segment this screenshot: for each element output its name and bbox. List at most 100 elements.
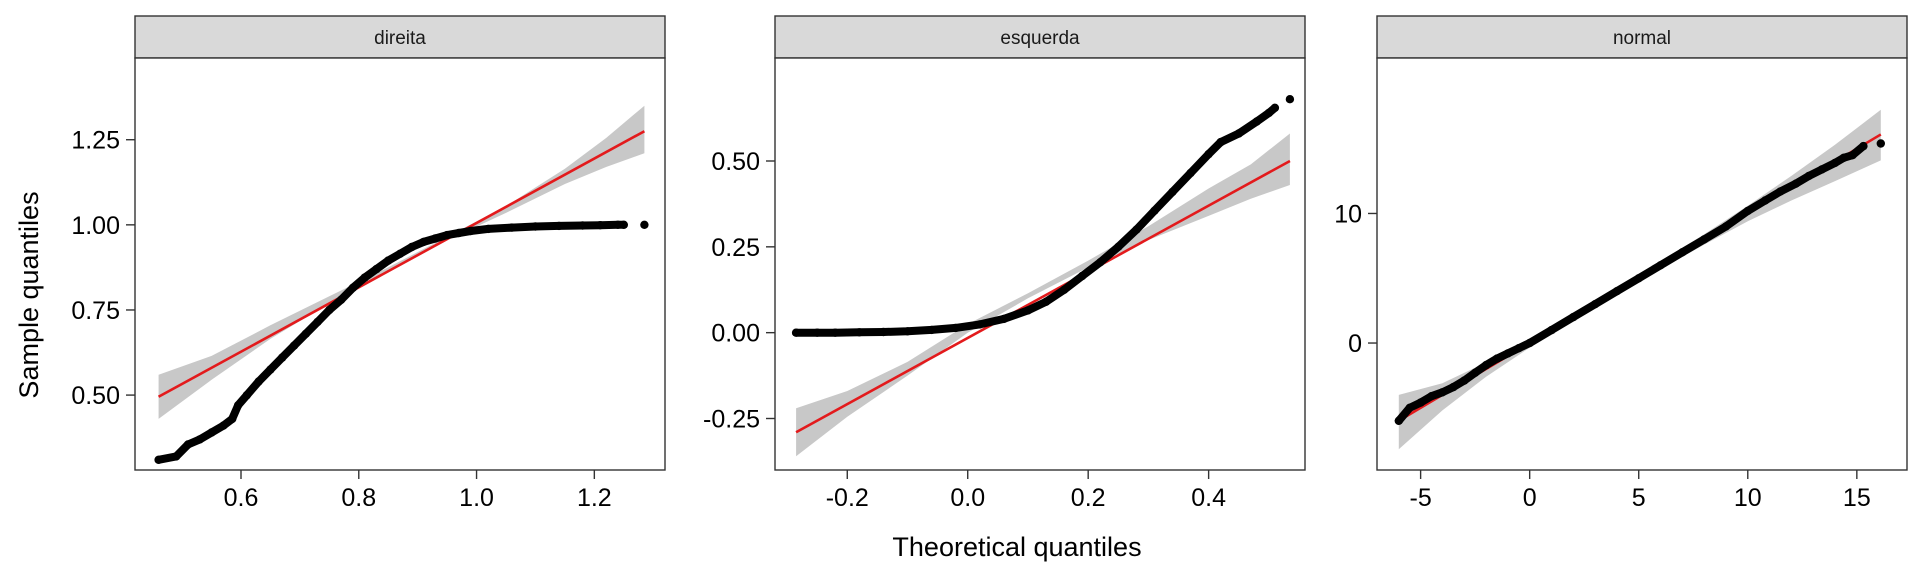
facet-panel: direita 0.6 0.8 1.0 1.2 0.50 0.75 1.00 1.25	[71, 15, 666, 512]
sample-point	[384, 256, 393, 265]
sample-point	[1041, 297, 1051, 306]
sample-point	[372, 264, 381, 274]
x-tick-label: 1.0	[459, 484, 494, 512]
sample-point	[1492, 354, 1502, 363]
sample-point	[1470, 368, 1480, 377]
sample-point	[266, 365, 275, 374]
sample-point	[1078, 271, 1087, 281]
x-tick-label: 0	[1523, 484, 1537, 512]
y-axis-title: Sample quantiles	[14, 191, 44, 398]
sample-point	[1394, 416, 1404, 425]
sample-point	[1721, 222, 1731, 231]
sample-point	[313, 317, 322, 327]
y-tick-label: 0.50	[71, 382, 120, 410]
sample-point	[442, 230, 452, 240]
sample-point	[484, 224, 493, 234]
y-tick-label: 0.25	[711, 234, 760, 262]
sample-point	[1285, 95, 1295, 104]
y-tick-label: 1.00	[71, 212, 120, 240]
sample-point	[1481, 360, 1491, 370]
sample-point	[1547, 325, 1556, 335]
sample-point	[301, 329, 310, 338]
sample-point	[927, 325, 936, 335]
sample-point	[1132, 225, 1141, 234]
x-tick-label: 0.6	[224, 484, 259, 512]
sample-point	[1114, 242, 1123, 251]
facet-strip-label: normal	[1613, 28, 1671, 49]
x-tick-label: 10	[1734, 484, 1762, 512]
x-tick-label: 0.2	[1071, 484, 1106, 512]
sample-point	[466, 226, 475, 236]
sample-point	[1264, 108, 1274, 118]
y-tick-label: -0.25	[703, 406, 760, 434]
sample-point	[1427, 392, 1436, 401]
sample-point	[1503, 349, 1513, 358]
sample-point	[183, 440, 193, 449]
sample-point	[233, 401, 243, 410]
sample-point	[1449, 382, 1458, 392]
sample-point	[1525, 338, 1534, 348]
x-tick-label: 15	[1843, 484, 1871, 512]
sample-point	[1438, 388, 1447, 397]
sample-point	[613, 220, 623, 229]
sample-point	[407, 242, 416, 252]
sample-point	[1514, 344, 1524, 353]
sample-point	[1634, 274, 1643, 283]
sample-point	[1817, 165, 1827, 174]
confidence-band	[158, 105, 645, 419]
sample-point	[431, 234, 440, 243]
reference-line	[157, 130, 646, 398]
sample-point	[207, 428, 216, 437]
sample-point	[813, 328, 822, 337]
panels: direita 0.6 0.8 1.0 1.2 0.50 0.75 1.00 1.25 esque…	[71, 15, 1908, 512]
sample-point	[1700, 235, 1709, 244]
x-axis-title: Theoretical quantiles	[892, 532, 1141, 562]
sample-point	[1252, 117, 1262, 126]
sample-point	[831, 328, 840, 337]
sample-point	[531, 222, 540, 231]
y-tick-label: 0	[1348, 330, 1362, 358]
sample-point	[1270, 103, 1280, 113]
sample-point	[360, 273, 369, 282]
facet-strip-label: direita	[374, 28, 426, 49]
sample-point	[1830, 158, 1840, 168]
sample-point	[596, 221, 605, 230]
sample-point	[1590, 300, 1600, 309]
sample-point	[1678, 248, 1687, 257]
x-tick-label: 0.4	[1191, 484, 1226, 512]
sample-point	[951, 323, 960, 333]
y-tick-label: 0.50	[711, 148, 760, 176]
sample-point	[336, 295, 346, 304]
sample-point	[1569, 312, 1578, 322]
facet-strip	[774, 15, 1306, 59]
sample-point	[999, 314, 1009, 324]
sample-point	[1023, 306, 1033, 315]
reference-line	[795, 159, 1291, 434]
sample-point	[619, 220, 628, 229]
x-tick-label: 0.8	[341, 484, 376, 512]
sample-point	[1216, 137, 1225, 147]
sample-point	[1839, 153, 1848, 162]
sample-point	[1761, 196, 1770, 205]
sample-point	[1876, 139, 1886, 148]
facet-strip-label: esquerda	[1000, 28, 1080, 49]
sample-point	[855, 328, 864, 337]
sample-point	[578, 221, 587, 230]
sample-point	[154, 455, 163, 464]
sample-point	[419, 237, 428, 247]
sample-point	[348, 283, 358, 292]
sample-point	[975, 320, 984, 329]
sample-point	[791, 328, 801, 337]
sample-point	[1168, 187, 1177, 197]
y-tick-label: 10	[1334, 200, 1362, 228]
sample-point	[219, 421, 228, 430]
sample-point	[1460, 376, 1469, 385]
sample-point	[903, 327, 912, 336]
sample-point	[395, 249, 405, 258]
x-tick-label: 5	[1632, 484, 1646, 512]
sample-point	[1656, 261, 1665, 270]
sample-point	[507, 223, 517, 232]
sample-point	[325, 305, 334, 315]
sample-point	[1776, 187, 1785, 196]
